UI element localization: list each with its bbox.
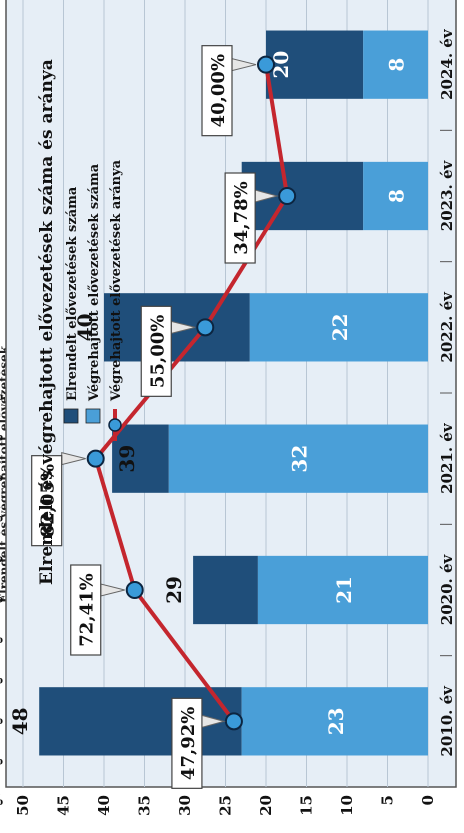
legend: Elrendelt elővezetések száma Végrehajtott… <box>63 159 124 441</box>
y2-tick-label: 90% <box>0 753 3 769</box>
ratio-label: 82,05% <box>38 464 59 537</box>
ratio-marker <box>257 55 275 74</box>
y2-tick-label: 70% <box>0 672 3 688</box>
bar-executed-label: 32 <box>287 445 311 473</box>
ratio-marker <box>224 712 243 731</box>
ratio-marker <box>196 318 215 337</box>
bar-executed <box>249 293 428 362</box>
ratio-label: 47,92% <box>178 707 199 780</box>
x-tick-label: 2022. év <box>438 291 456 363</box>
y-tick-label: 15 <box>298 795 316 816</box>
y2-tick-label: 10% <box>0 429 3 445</box>
bar-ordered-label: 48 <box>8 707 32 735</box>
y2-tick-label: 0% <box>0 388 3 404</box>
legend-label-executed: Végrehajtott elővezetések száma <box>87 163 102 402</box>
y2-tick-label: 50% <box>0 591 3 607</box>
gridlines <box>22 0 452 787</box>
y-tick-label: 50 <box>14 795 32 816</box>
bar-executed-label: 22 <box>328 313 352 341</box>
bar-executed-label: 8 <box>385 189 409 203</box>
legend-label-ratio: Végrehajtott elővezetések aránya <box>109 159 124 402</box>
ratio-callouts: 47,92% 72,41% 82,05% 55,00% 34,78% 40,00% <box>31 45 280 789</box>
bar-ordered-label: 39 <box>115 445 139 473</box>
callout-box <box>224 172 256 264</box>
y2-tick-label: 30% <box>0 510 3 526</box>
chart-title: Elrendelt és végrehajtott elővezetések s… <box>37 59 57 585</box>
bar-ordered <box>193 555 258 625</box>
x-axis: 2010. év 2020. év 2021. év 2022. év 2023. év… <box>438 28 456 756</box>
y2-tick-label: 80% <box>0 712 3 728</box>
x-tick-label: 2020. év <box>438 553 456 625</box>
y-tick-label: 35 <box>136 795 154 816</box>
bar-ordered <box>241 161 364 231</box>
y-tick-label: 45 <box>55 795 73 816</box>
ratio-label: 40,00% <box>208 54 229 127</box>
bar-executed <box>257 555 428 625</box>
bar-executed <box>241 687 428 756</box>
bar-executed-label: 23 <box>324 707 348 735</box>
y2-tick-label: 100% <box>0 793 3 809</box>
bar-executed <box>363 161 429 231</box>
y2-tick-label: 20% <box>0 469 3 485</box>
callout-box <box>70 564 102 656</box>
legend-marker-ratio <box>108 418 122 432</box>
bar-ordered <box>112 424 169 493</box>
ratio-marker <box>125 581 144 599</box>
y-tick-label: 40 <box>95 795 113 816</box>
legend-label-ordered: Elrendelt elővezetések száma <box>65 186 80 401</box>
x-tick-label: 2010. év <box>438 685 456 757</box>
legend-swatch-executed <box>85 408 101 424</box>
y-tick-label: 30 <box>176 795 194 816</box>
ratio-marker <box>86 449 105 468</box>
left-axis: 0 5 10 15 20 25 30 35 40 45 50 <box>14 795 437 816</box>
callout-box <box>140 305 172 397</box>
ratio-marker <box>278 187 297 205</box>
ratio-label: 55,00% <box>147 315 168 388</box>
bar-executed <box>168 424 429 493</box>
x-tick-label: 2021. év <box>438 422 456 494</box>
y-tick-label: 25 <box>217 795 235 816</box>
y-tick-label: 20 <box>257 795 275 816</box>
bar-executed-label: 21 <box>332 576 356 604</box>
bar-ordered <box>266 30 364 99</box>
callout-box <box>31 455 63 547</box>
callout-box <box>171 697 203 789</box>
y2-tick-label: 40% <box>0 550 3 566</box>
y-tick-label: 0 <box>419 795 437 805</box>
bar-executed <box>363 30 429 99</box>
legend-swatch-ordered <box>63 408 79 424</box>
y-tick-label: 10 <box>338 795 356 816</box>
ratio-label: 72,41% <box>77 573 98 646</box>
y2-tick-label: 60% <box>0 631 3 647</box>
callout-box <box>201 45 233 137</box>
bar-ordered-label: 40 <box>73 313 97 341</box>
ratio-label: 34,78% <box>231 181 252 254</box>
x-tick-label: 2023. év <box>438 159 456 231</box>
x-tick-label: 2024. év <box>438 28 456 100</box>
y-tick-label: 5 <box>379 795 397 805</box>
bar-executed-label: 8 <box>385 58 409 72</box>
bar-ordered-label: 29 <box>162 576 186 604</box>
right-axis: 0% 10% 20% 30% 40% 50% 60% 70% 80% 90% 100% <box>0 388 3 809</box>
